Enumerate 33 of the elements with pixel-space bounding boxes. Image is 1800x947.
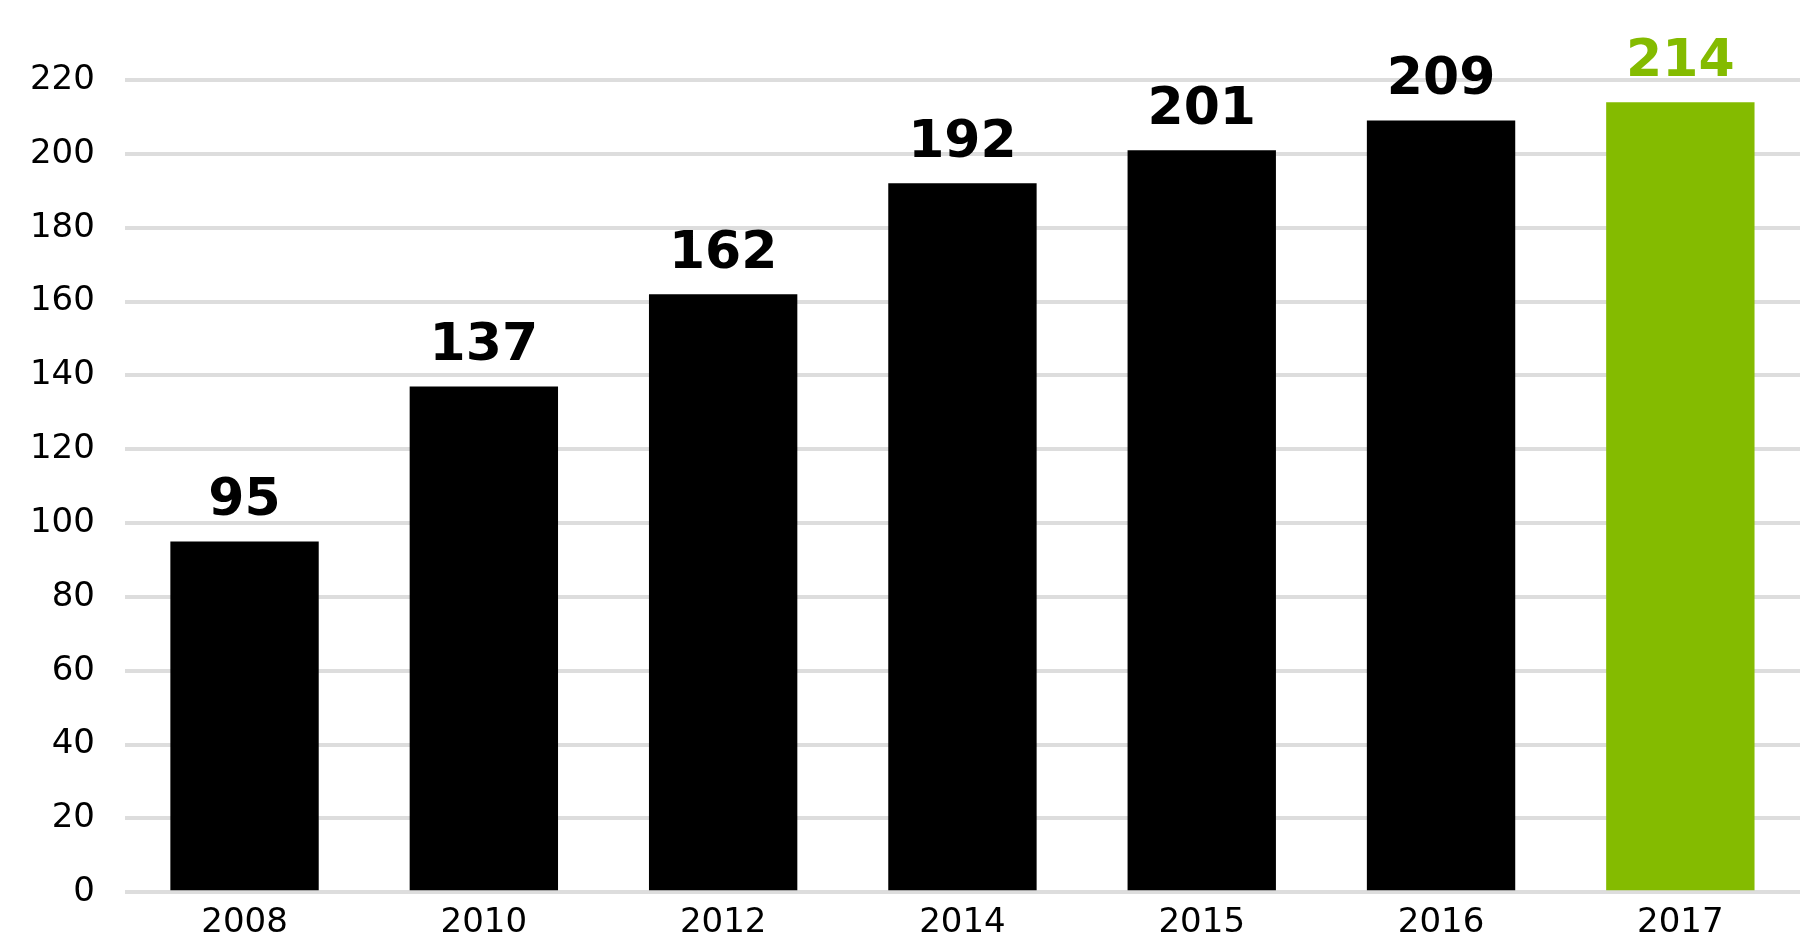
x-tick-label: 2017 (1637, 900, 1724, 941)
bar (1606, 102, 1755, 891)
y-tick-label: 0 (73, 869, 95, 910)
data-label: 95 (208, 466, 281, 527)
bar (409, 386, 559, 891)
y-tick-label: 140 (29, 352, 95, 393)
data-label: 201 (1147, 75, 1257, 136)
y-tick-label: 180 (29, 204, 95, 245)
data-label: 209 (1386, 46, 1496, 107)
bar (170, 541, 319, 891)
y-tick-label: 200 (29, 130, 95, 171)
y-tick-label: 160 (29, 278, 95, 319)
x-tick-label: 2016 (1397, 900, 1485, 941)
x-tick-label: 2014 (919, 900, 1006, 941)
y-tick-label: 40 (51, 721, 95, 762)
x-tick-label: 2012 (679, 900, 767, 941)
bar (888, 183, 1037, 891)
x-tick-label: 2008 (201, 900, 288, 941)
y-tick-label: 60 (51, 647, 95, 688)
y-tick-label: 220 (29, 56, 95, 97)
y-tick-label: 20 (51, 795, 95, 836)
data-label: 137 (429, 311, 539, 372)
data-label: 192 (908, 108, 1017, 169)
bar (1127, 150, 1276, 891)
y-tick-label: 100 (29, 499, 95, 540)
x-tick-label: 2010 (440, 900, 528, 941)
data-label: 214 (1626, 27, 1735, 88)
bar (1366, 120, 1516, 891)
bar (648, 294, 798, 891)
x-tick-label: 2015 (1158, 900, 1246, 941)
data-label: 162 (668, 219, 778, 280)
y-tick-label: 80 (51, 573, 95, 614)
y-tick-label: 120 (29, 426, 95, 467)
